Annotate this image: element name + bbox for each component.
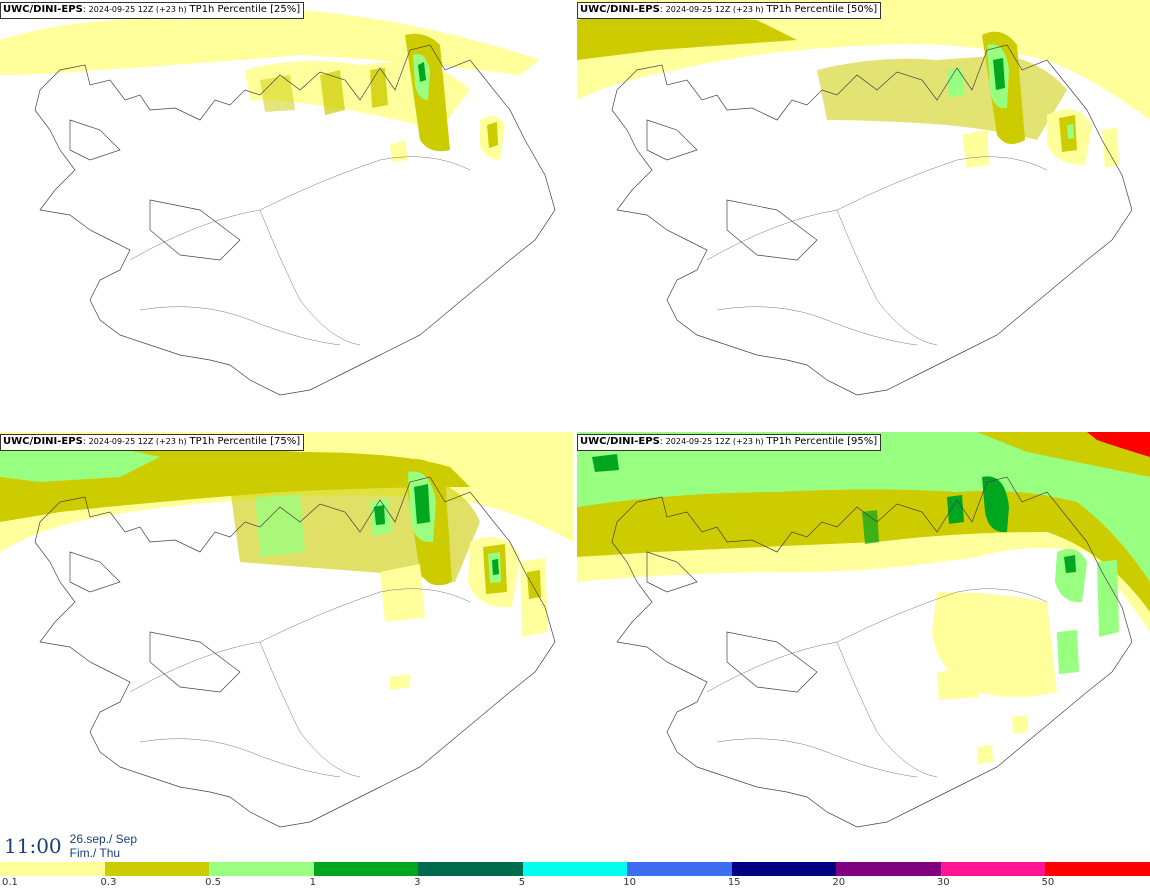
legend-labels: 0.1 0.3 0.5 1 3 5 10 15 20 30 50 — [0, 877, 1150, 891]
precip-fields — [0, 10, 540, 162]
legend-label: 0.3 — [100, 877, 117, 888]
model-name: UWC/DINI-EPS — [3, 4, 83, 15]
legend-label: 3 — [414, 877, 421, 888]
roads — [706, 588, 1048, 778]
legend-swatch — [313, 862, 419, 876]
legend-swatch — [1045, 862, 1150, 876]
legend-swatch — [731, 862, 837, 876]
precip-map-p50 — [577, 0, 1150, 396]
model-name: UWC/DINI-EPS — [580, 4, 660, 15]
map-panel-p50: UWC/DINI-EPS: 2024-09-25 12Z (+23 h) TP1… — [577, 0, 1150, 428]
legend-swatch — [418, 862, 523, 876]
run-time: 2024-09-25 12Z (+23 h) — [665, 437, 764, 446]
legend-label: 0.1 — [2, 877, 18, 888]
legend-swatch — [522, 862, 628, 876]
parameter-label: TP1h Percentile [75%] — [189, 436, 301, 447]
legend-label: 15 — [727, 877, 741, 888]
run-time: 2024-09-25 12Z (+23 h) — [88, 5, 187, 14]
coastline — [34, 476, 556, 828]
legend-color-bar — [0, 862, 1150, 876]
color-legend: 0.1 0.3 0.5 1 3 5 10 15 20 30 50 — [0, 862, 1150, 891]
valid-date: 26.sep./ Sep Fim./ Thu — [70, 832, 137, 860]
panel-divider — [573, 0, 577, 862]
roads — [129, 588, 471, 778]
roads — [706, 156, 1048, 346]
map-panel-p25: UWC/DINI-EPS: 2024-09-25 12Z (+23 h) TP1… — [0, 0, 573, 428]
parameter-label: TP1h Percentile [95%] — [766, 436, 878, 447]
model-name: UWC/DINI-EPS — [3, 436, 83, 447]
legend-label: 0.5 — [205, 877, 221, 888]
run-time: 2024-09-25 12Z (+23 h) — [88, 437, 187, 446]
legend-label: 30 — [936, 877, 950, 888]
date-line: 26.sep./ Sep — [69, 832, 138, 846]
legend-label: 5 — [518, 877, 526, 888]
coastline — [611, 44, 1133, 396]
panel-title: UWC/DINI-EPS: 2024-09-25 12Z (+23 h) TP1… — [577, 434, 882, 451]
legend-swatch — [104, 862, 210, 876]
parameter-label: TP1h Percentile [50%] — [766, 4, 878, 15]
valid-time-box: 11:00 26.sep./ Sep Fim./ Thu — [0, 830, 140, 862]
coastline — [611, 476, 1133, 828]
legend-swatch — [836, 862, 941, 876]
day-line: Fim./ Thu — [69, 846, 121, 860]
legend-swatch — [627, 862, 732, 876]
legend-label: 20 — [832, 877, 846, 888]
precip-map-p25 — [0, 10, 556, 396]
run-time: 2024-09-25 12Z (+23 h) — [665, 5, 764, 14]
roads — [129, 156, 471, 346]
precip-map-p95 — [577, 432, 1150, 828]
legend-swatch — [940, 862, 1046, 876]
precip-fields — [577, 0, 1150, 168]
legend-label: 10 — [623, 877, 636, 888]
map-panel-p75: UWC/DINI-EPS: 2024-09-25 12Z (+23 h) TP1… — [0, 432, 573, 860]
precip-map-p75 — [0, 432, 573, 828]
valid-time: 11:00 — [4, 834, 62, 858]
panel-title: UWC/DINI-EPS: 2024-09-25 12Z (+23 h) TP1… — [577, 2, 882, 19]
panel-title: UWC/DINI-EPS: 2024-09-25 12Z (+23 h) TP1… — [0, 2, 305, 19]
legend-swatch — [209, 862, 314, 876]
precip-fields — [577, 432, 1150, 764]
legend-label: 50 — [1041, 877, 1055, 888]
legend-label: 1 — [309, 877, 316, 888]
map-panel-p95: UWC/DINI-EPS: 2024-09-25 12Z (+23 h) TP1… — [577, 432, 1150, 860]
parameter-label: TP1h Percentile [25%] — [189, 4, 301, 15]
coastline — [34, 44, 556, 396]
legend-swatch — [0, 862, 105, 876]
panel-title: UWC/DINI-EPS: 2024-09-25 12Z (+23 h) TP1… — [0, 434, 305, 451]
model-name: UWC/DINI-EPS — [580, 436, 660, 447]
precip-fields — [0, 432, 573, 690]
